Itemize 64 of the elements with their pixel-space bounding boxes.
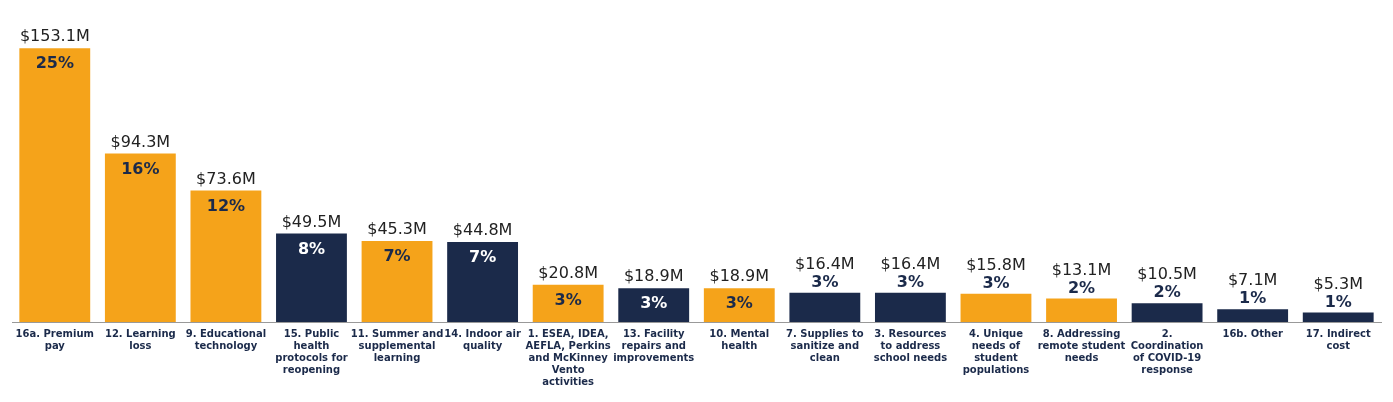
annotation: 8% bbox=[297, 238, 326, 258]
data-label: $10.5M bbox=[1137, 264, 1197, 284]
bar bbox=[960, 293, 1032, 322]
bar bbox=[789, 292, 861, 322]
annotation: 3% bbox=[896, 271, 924, 291]
x-tick-label: 16b. Other bbox=[1222, 327, 1283, 339]
x-tick-label: 7. Supplies to sanitize and clean bbox=[786, 327, 864, 363]
x-tick-label: 2. Coordination of COVID-19 response bbox=[1130, 327, 1204, 375]
annotation: 1% bbox=[1324, 291, 1352, 311]
data-label: $18.9M bbox=[709, 266, 770, 286]
annotation: 3% bbox=[554, 289, 582, 309]
data-label: $16.4M bbox=[880, 253, 941, 273]
x-tick-label: 9. Educational technology bbox=[185, 327, 267, 351]
data-label: $15.8M bbox=[966, 254, 1026, 274]
bar bbox=[190, 190, 262, 322]
bar bbox=[276, 233, 347, 322]
annotation: 7% bbox=[383, 246, 411, 266]
annotation: 25% bbox=[35, 53, 74, 73]
x-tick-label: 10. Mental health bbox=[709, 327, 770, 351]
data-label: $13.1M bbox=[1051, 259, 1112, 279]
x-tick-label: 1. ESEA, IDEA, AEFLA, Perkins and McKinney Vento activities bbox=[525, 327, 611, 387]
bar bbox=[1217, 309, 1289, 322]
annotation: 1% bbox=[1239, 288, 1267, 308]
x-tick-label: 4. Unique needs of student populations bbox=[962, 327, 1030, 375]
annotation: 12% bbox=[206, 195, 246, 215]
data-label: $94.3M bbox=[110, 131, 171, 151]
annotation: 7% bbox=[469, 247, 497, 267]
x-tick-label: 14. Indoor air quality bbox=[444, 327, 521, 351]
bar bbox=[1302, 312, 1374, 322]
bar bbox=[104, 153, 176, 322]
x-tick-label: 8. Addressing remote student needs bbox=[1037, 327, 1126, 363]
data-label: $18.9M bbox=[623, 266, 684, 286]
annotation: 3% bbox=[811, 271, 839, 291]
bar bbox=[874, 292, 946, 322]
data-label: $153.1M bbox=[19, 26, 90, 46]
bar bbox=[618, 288, 690, 322]
data-label: $49.5M bbox=[281, 211, 342, 231]
annotation: 2% bbox=[1067, 277, 1096, 297]
x-tick-label: 15. Public health protocols for reopening bbox=[275, 327, 348, 375]
annotation: 3% bbox=[725, 293, 753, 313]
annotation: 16% bbox=[121, 158, 160, 178]
x-tick-label: 12. Learning loss bbox=[104, 327, 176, 351]
bar bbox=[19, 48, 91, 322]
x-tick-label: 17. Indirect cost bbox=[1305, 327, 1371, 351]
x-tick-label: 11. Summer and supplemental learning bbox=[350, 327, 444, 363]
data-label: $5.3M bbox=[1313, 273, 1363, 293]
bar bbox=[703, 288, 775, 322]
bar bbox=[532, 284, 604, 322]
data-label: $73.6M bbox=[196, 168, 256, 188]
annotation: 3% bbox=[982, 272, 1010, 292]
bar bbox=[1046, 298, 1117, 322]
data-label: $45.3M bbox=[367, 219, 427, 239]
data-label: $44.8M bbox=[452, 220, 513, 240]
data-label: $20.8M bbox=[538, 262, 598, 282]
data-label: $16.4M bbox=[795, 253, 855, 273]
bar bbox=[447, 241, 519, 322]
x-tick-label: 16a. Premium pay bbox=[15, 327, 94, 351]
annotation: 3% bbox=[640, 293, 668, 313]
bar bbox=[361, 241, 433, 322]
x-tick-label: 3. Resources to address school needs bbox=[873, 327, 948, 363]
annotation: 2% bbox=[1153, 282, 1181, 302]
data-label: $7.1M bbox=[1227, 270, 1278, 290]
bar bbox=[1131, 303, 1203, 322]
x-tick-label: 13. Facility repairs and improvements bbox=[613, 327, 695, 363]
